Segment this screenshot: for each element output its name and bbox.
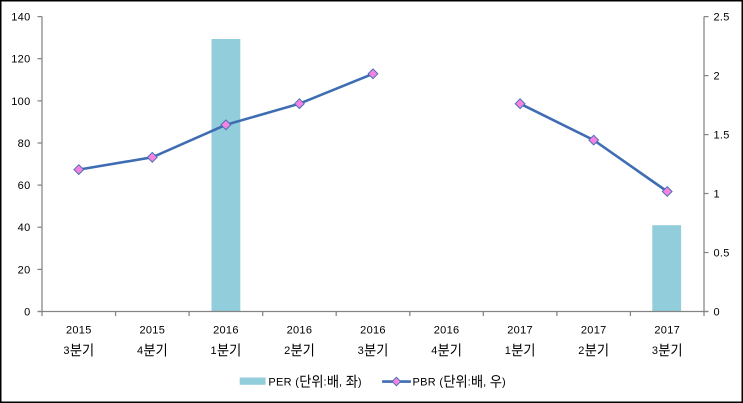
svg-text:1.5: 1.5: [714, 130, 730, 142]
svg-text:0: 0: [24, 306, 30, 318]
svg-text:80: 80: [18, 138, 31, 150]
svg-text:20: 20: [18, 264, 31, 276]
svg-text::: :: [324, 376, 327, 388]
svg-text:2016: 2016: [287, 325, 313, 337]
svg-text:): ): [502, 376, 506, 388]
svg-text:PER (: PER (: [268, 376, 299, 388]
svg-text:1: 1: [505, 345, 511, 357]
svg-text:2015: 2015: [66, 325, 92, 337]
svg-text:2: 2: [284, 345, 290, 357]
svg-text:60: 60: [18, 180, 31, 192]
svg-text:0.5: 0.5: [714, 248, 730, 260]
svg-text:4: 4: [431, 345, 437, 357]
svg-text:2016: 2016: [434, 325, 460, 337]
svg-text:2: 2: [578, 345, 584, 357]
svg-text:140: 140: [11, 12, 30, 24]
svg-text:2016: 2016: [213, 325, 239, 337]
svg-text:100: 100: [11, 96, 30, 108]
svg-text:2017: 2017: [581, 325, 607, 337]
svg-text::: :: [468, 376, 471, 388]
svg-text:3: 3: [63, 345, 69, 357]
svg-text:2.5: 2.5: [714, 12, 730, 24]
svg-text:): ): [358, 376, 362, 388]
svg-text:3: 3: [652, 345, 658, 357]
svg-text:0: 0: [714, 306, 720, 318]
svg-text:2017: 2017: [654, 325, 680, 337]
svg-text:1: 1: [714, 189, 720, 201]
svg-text:,: ,: [483, 376, 486, 388]
svg-text:,: ,: [339, 376, 342, 388]
svg-text:120: 120: [11, 54, 30, 66]
svg-text:2017: 2017: [507, 325, 533, 337]
svg-text:2016: 2016: [360, 325, 386, 337]
svg-text:40: 40: [18, 222, 31, 234]
svg-text:PBR (: PBR (: [413, 376, 444, 388]
svg-text:4: 4: [137, 345, 143, 357]
svg-text:3: 3: [358, 345, 364, 357]
svg-text:2: 2: [714, 71, 720, 83]
svg-text:2015: 2015: [139, 325, 165, 337]
svg-text:1: 1: [211, 345, 217, 357]
